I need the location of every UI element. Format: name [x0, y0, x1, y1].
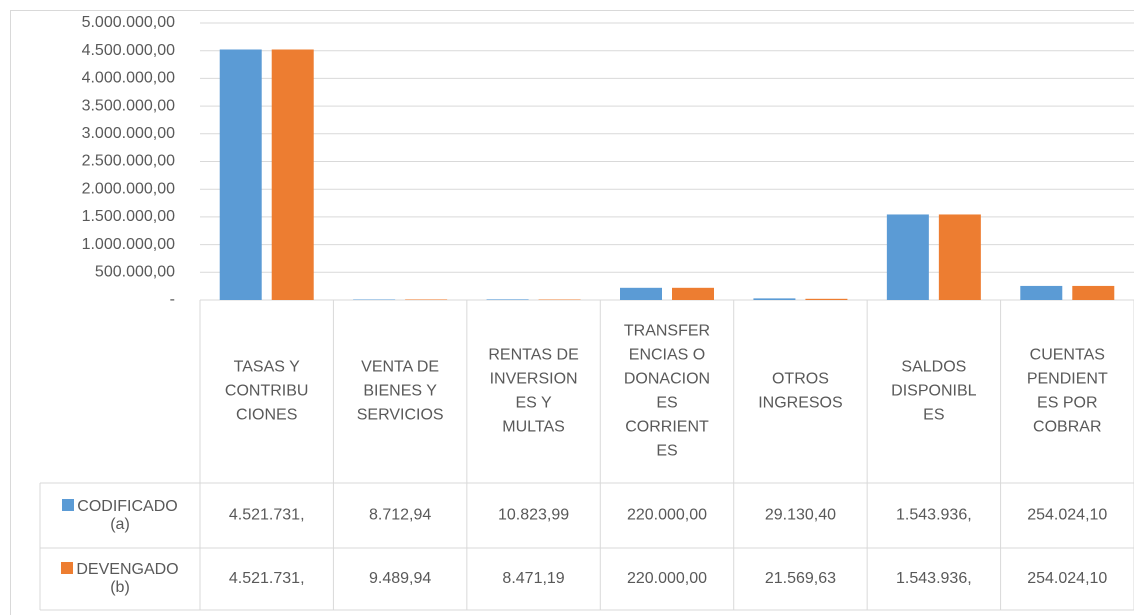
legend-label: DEVENGADO (b) [55, 561, 185, 597]
x-tick-label: CIONES [236, 407, 297, 424]
x-tick-label: CONTRIBU [225, 383, 309, 400]
bar [672, 287, 714, 300]
y-tick-label: 500.000,00 [95, 264, 175, 281]
bar [1020, 285, 1063, 300]
bar [405, 299, 448, 300]
y-tick-label: 1.000.000,00 [82, 236, 176, 253]
legend-entry: DEVENGADO (b) [40, 548, 200, 610]
data-table-value: 9.489,94 [369, 570, 431, 587]
legend-text: DEVENGADO (b) [76, 561, 179, 596]
x-tick-label: ENCIAS O [629, 347, 705, 364]
y-tick-label: 2.500.000,00 [82, 153, 176, 170]
x-tick-label: VENTA DE [361, 359, 439, 376]
data-table-value: 254.024,10 [1027, 507, 1107, 524]
bar [886, 214, 929, 300]
bar [1072, 285, 1115, 300]
x-tick-label: RENTAS DE [488, 347, 578, 364]
y-tick-label: 3.000.000,00 [82, 125, 176, 142]
legend-label: CODIFICADO (a) [55, 498, 185, 534]
data-table-value: 8.471,19 [502, 570, 564, 587]
legend-swatch [62, 498, 75, 511]
y-tick-label: 3.500.000,00 [82, 97, 176, 114]
x-tick-label: DONACION [624, 371, 710, 388]
bar [620, 287, 662, 300]
legend-cell: DEVENGADO (b) [40, 548, 200, 610]
data-table-value: 21.569,63 [765, 570, 836, 587]
y-tick-label: 4.500.000,00 [82, 42, 176, 59]
x-tick-label: ES POR [1037, 395, 1097, 412]
bar [486, 299, 529, 300]
data-table-value: 4.521.731, [229, 570, 305, 587]
data-table-value: 29.130,40 [765, 507, 836, 524]
x-tick-label: MULTAS [502, 419, 565, 436]
x-tick-label: ES [923, 407, 944, 424]
data-table-value: 220.000,00 [627, 570, 707, 587]
data-table-value: 8.712,94 [369, 507, 431, 524]
x-tick-label: COBRAR [1033, 419, 1101, 436]
chart-border [10, 10, 1134, 615]
x-tick-label: ES [656, 395, 677, 412]
y-tick-label: 4.000.000,00 [82, 70, 176, 87]
legend-text: CODIFICADO (a) [77, 497, 178, 533]
bar [271, 49, 314, 301]
x-tick-label: CORRIENT [625, 419, 709, 436]
x-tick-label: SERVICIOS [357, 407, 444, 424]
x-tick-label: INGRESOS [758, 395, 842, 412]
x-tick-label: TRANSFER [624, 323, 710, 340]
x-tick-label: DISPONIBL [891, 383, 976, 400]
legend-cell: CODIFICADO (a) [40, 483, 200, 548]
data-table-value: 1.543.936, [896, 507, 972, 524]
y-tick-label: - [170, 291, 175, 308]
y-tick-label: 2.000.000,00 [82, 180, 176, 197]
data-table-value: 220.000,00 [627, 507, 707, 524]
y-tick-label: 5.000.000,00 [82, 14, 176, 31]
bar [753, 298, 796, 300]
legend-swatch [61, 562, 74, 574]
x-tick-label: TASAS Y [234, 359, 300, 376]
x-tick-label: ES [656, 443, 677, 460]
x-tick-label: CUENTAS [1030, 347, 1105, 364]
x-tick-label: OTROS [772, 371, 829, 388]
x-tick-label: PENDIENT [1027, 371, 1108, 388]
legend-entry: CODIFICADO (a) [40, 483, 200, 548]
x-tick-label: BIENES Y [363, 383, 437, 400]
data-table-value: 1.543.936, [896, 570, 972, 587]
bar [805, 298, 848, 300]
data-table-value: 254.024,10 [1027, 570, 1107, 587]
y-tick-label: 1.500.000,00 [82, 208, 176, 225]
x-tick-label: INVERSION [490, 371, 578, 388]
data-table-value: 10.823,99 [498, 507, 569, 524]
x-tick-label: ES Y [515, 395, 552, 412]
data-table-value: 4.521.731, [229, 507, 305, 524]
bar [938, 214, 981, 300]
bar [219, 49, 262, 301]
x-tick-label: SALDOS [901, 359, 966, 376]
